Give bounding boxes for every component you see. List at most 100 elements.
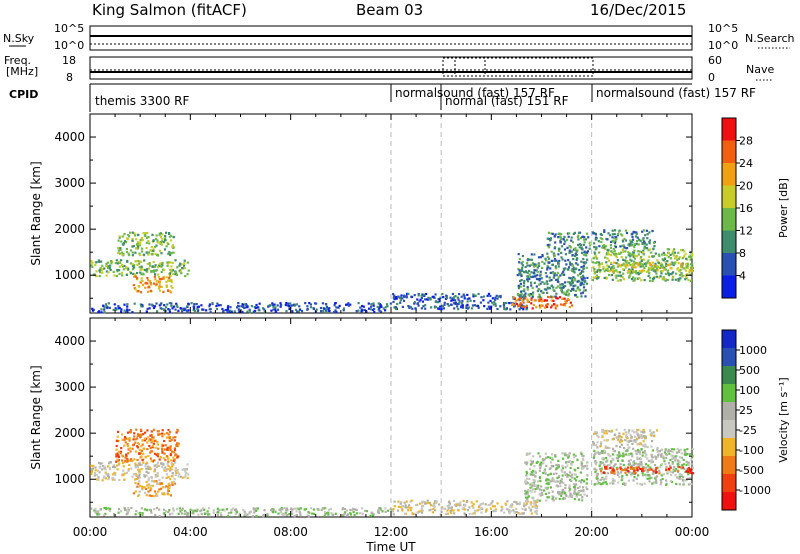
velocity-cell: [144, 474, 147, 477]
power-cell: [126, 305, 129, 308]
power-cell: [576, 235, 579, 238]
velocity-cell: [341, 508, 344, 511]
power-cell: [659, 270, 663, 273]
power-cell: [628, 244, 631, 247]
power-cell: [685, 257, 688, 260]
velocity-cell: [449, 510, 452, 513]
velocity-cell: [569, 466, 572, 470]
velocity-cell: [576, 493, 579, 496]
power-cell: [512, 296, 515, 299]
power-cell: [118, 272, 121, 276]
velocity-cell: [582, 455, 585, 458]
power-cell: [176, 266, 179, 269]
velocity-cell: [177, 471, 180, 474]
power-cell: [519, 282, 522, 285]
power-cell: [631, 232, 634, 235]
power-cell: [525, 305, 528, 308]
power-colorbar-swatch: [722, 118, 736, 141]
power-cell: [131, 263, 134, 266]
power-cell: [586, 258, 589, 261]
velocity-cell: [157, 464, 160, 467]
velocity-cell: [280, 512, 283, 515]
velocity-cell: [640, 460, 643, 464]
velocity-cell: [611, 438, 614, 441]
power-cell: [611, 270, 614, 273]
power-cell: [290, 304, 293, 307]
power-cell: [158, 265, 161, 268]
velocity-cell: [509, 505, 512, 508]
velocity-cell: [150, 434, 153, 437]
velocity-cell: [580, 498, 583, 501]
velocity-cell: [426, 499, 429, 502]
power-cell: [612, 267, 615, 270]
velocity-cell: [153, 459, 156, 462]
power-cell: [545, 304, 548, 307]
velocity-cell: [628, 446, 631, 449]
power-cell: [673, 251, 677, 254]
power-cell: [633, 243, 636, 246]
power-cell: [105, 270, 108, 273]
power-cell: [280, 304, 283, 307]
power-cell: [182, 267, 185, 270]
velocity-cell: [550, 480, 553, 483]
velocity-cell: [220, 508, 223, 511]
power-cell: [180, 263, 183, 266]
power-cell: [148, 262, 151, 265]
power-cell: [558, 235, 562, 238]
power-cell: [610, 274, 613, 277]
power-cell: [221, 307, 224, 311]
power-cell: [576, 257, 579, 260]
velocity-cell: [618, 475, 621, 479]
velocity-cell: [576, 475, 579, 479]
velocity-cell: [144, 465, 147, 468]
power-cell: [659, 262, 662, 265]
velocity-cell: [435, 501, 438, 504]
velocity-cell: [568, 453, 571, 456]
velocity-cell: [473, 512, 476, 515]
power-cell: [125, 273, 128, 276]
velocity-cell: [644, 445, 647, 448]
velocity-cell: [665, 468, 668, 472]
power-cell: [566, 281, 570, 284]
power-cell: [562, 285, 565, 289]
power-cell: [566, 298, 570, 301]
power-cell: [420, 294, 423, 297]
velocity-cell: [518, 501, 521, 504]
power-cell: [465, 306, 468, 309]
power-cell: [659, 264, 663, 267]
power-cell: [582, 289, 586, 292]
velocity-cell: [651, 456, 654, 459]
velocity-cell: [389, 507, 392, 510]
velocity-cell: [181, 476, 184, 479]
velocity-cell: [150, 441, 153, 444]
velocity-cell: [586, 488, 589, 491]
power-cell: [561, 283, 564, 286]
velocity-cell: [604, 480, 607, 484]
power-cell: [565, 263, 568, 266]
power-cell: [91, 309, 94, 312]
velocity-cell: [133, 432, 136, 435]
velocity-cell: [204, 512, 207, 515]
velocity-cell: [651, 449, 654, 452]
velocity-cell: [637, 466, 640, 469]
freq-unit: [MHz]: [6, 65, 38, 78]
power-cell: [161, 264, 164, 267]
power-cell: [466, 303, 469, 306]
power-cell: [145, 268, 149, 271]
velocity-cell: [130, 506, 133, 510]
power-cell: [296, 310, 299, 313]
power-cell: [572, 258, 575, 261]
power-cell: [581, 235, 584, 238]
power-cell: [672, 271, 675, 274]
power-cell: [178, 264, 181, 267]
velocity-cell: [564, 492, 567, 495]
power-cell: [562, 291, 565, 294]
power-cell: [607, 265, 610, 268]
power-cell: [657, 253, 661, 256]
velocity-cell: [163, 469, 166, 472]
velocity-cell: [212, 511, 215, 514]
power-cell: [171, 286, 174, 289]
velocity-cell: [616, 436, 619, 440]
power-cell: [606, 251, 609, 254]
power-cell: [642, 229, 646, 232]
